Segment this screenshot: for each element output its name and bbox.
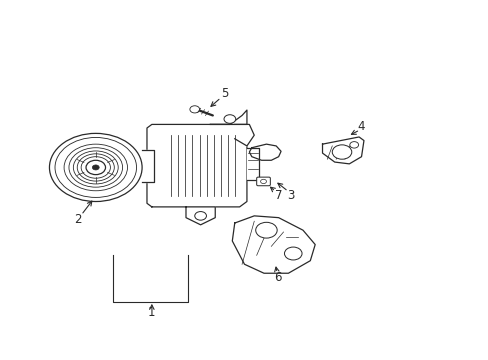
Circle shape [349,141,358,148]
Circle shape [224,115,235,123]
Polygon shape [142,149,154,182]
Text: 4: 4 [357,121,365,134]
Text: 2: 2 [74,213,81,226]
Circle shape [255,222,277,238]
Polygon shape [234,125,254,146]
Polygon shape [210,110,246,125]
Polygon shape [232,216,315,273]
Circle shape [86,160,105,175]
Circle shape [331,145,351,159]
Polygon shape [249,144,281,160]
Circle shape [194,212,206,220]
Circle shape [189,106,199,113]
Text: 1: 1 [148,306,155,319]
Text: 3: 3 [286,189,294,202]
Polygon shape [322,137,363,164]
Text: 7: 7 [274,189,282,202]
Polygon shape [185,207,215,225]
Text: 6: 6 [273,271,281,284]
Circle shape [284,247,302,260]
Circle shape [49,134,142,202]
Circle shape [260,179,266,184]
Circle shape [92,165,99,170]
FancyBboxPatch shape [256,177,270,186]
Polygon shape [246,148,259,180]
Polygon shape [147,125,246,207]
Text: 5: 5 [221,87,228,100]
